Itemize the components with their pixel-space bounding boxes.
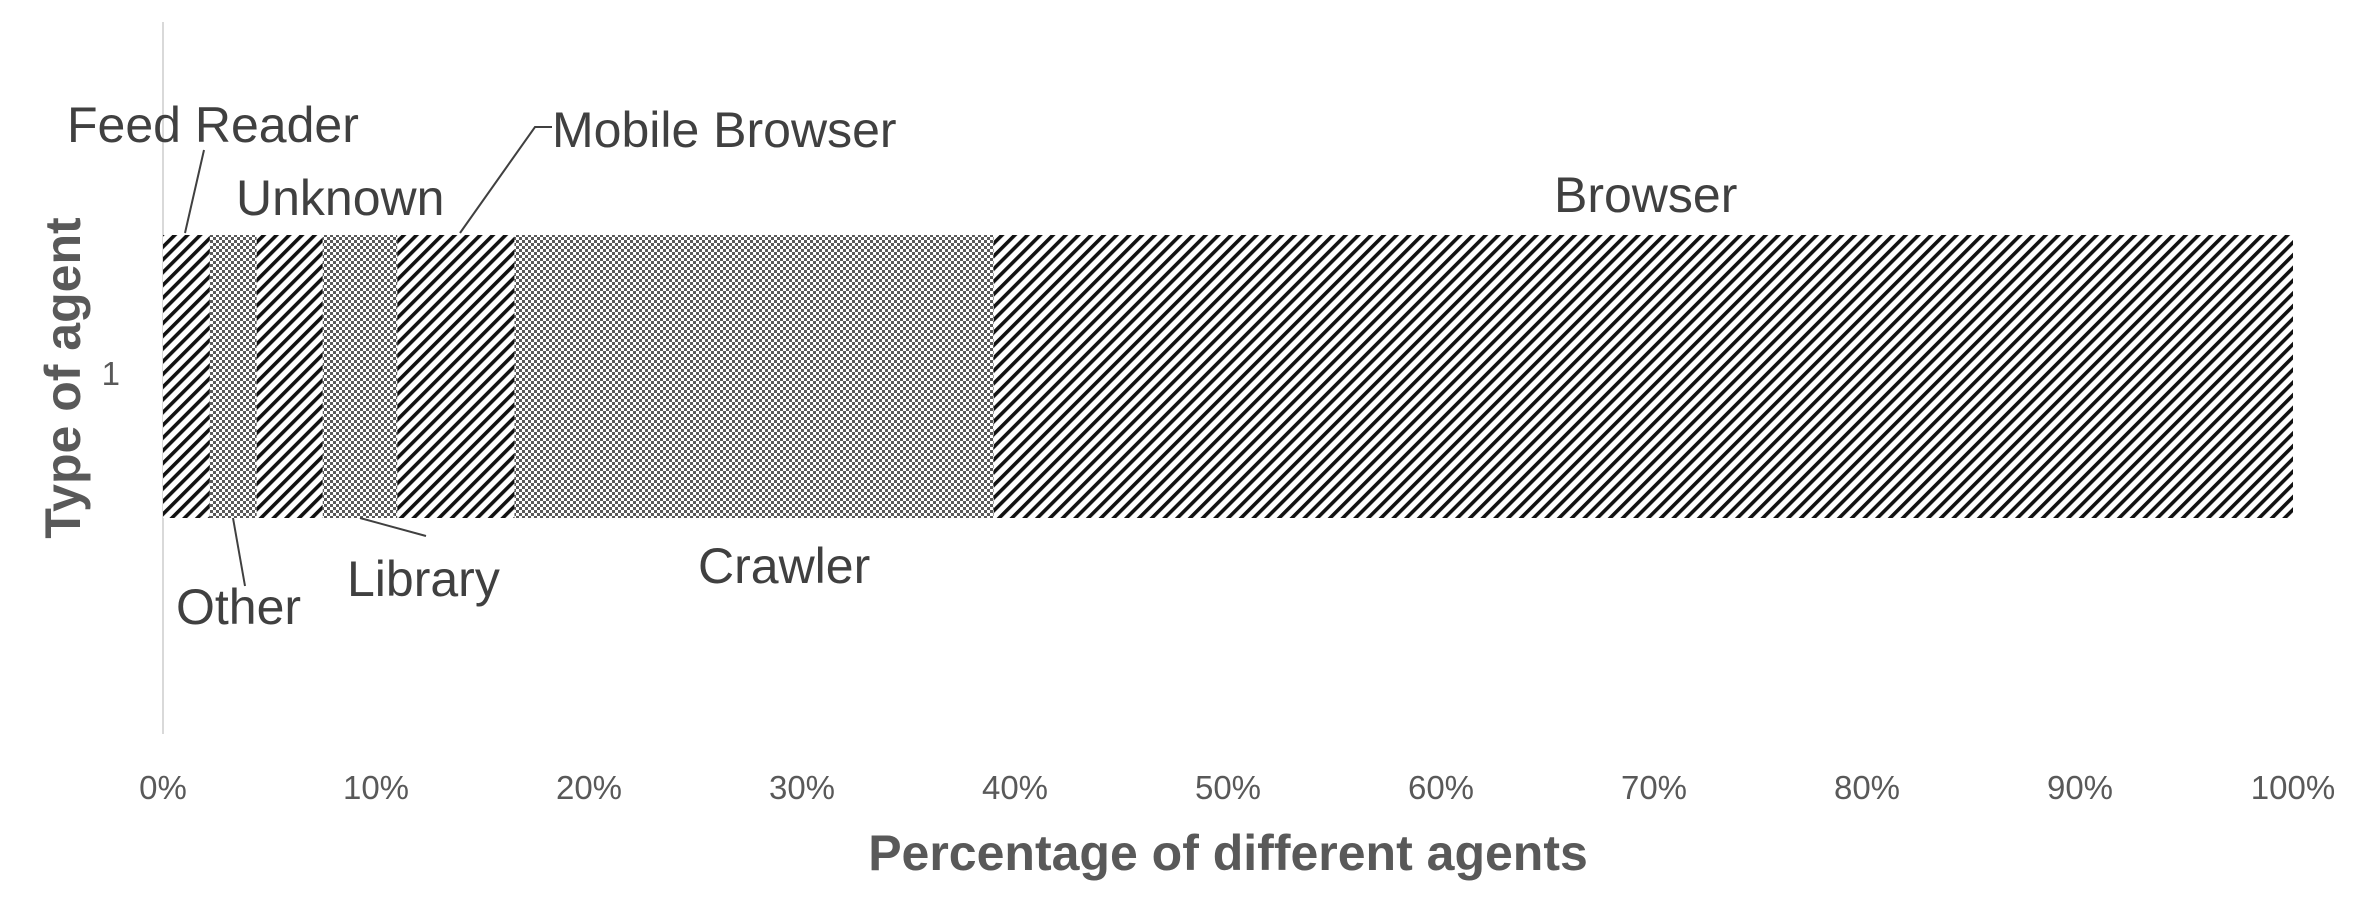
segment-label-library: Library: [347, 551, 500, 607]
x-tick-label: 10%: [343, 769, 409, 806]
leader-line-mobile-browser: [459, 126, 552, 234]
bar-segment-other: [209, 235, 257, 518]
leader-line-library: [359, 517, 427, 537]
segment-labels: Feed Reader Other Unknown Library Mobile Bro…: [67, 97, 1737, 635]
x-tick-labels: 0% 10% 20% 30% 40% 50% 60% 70% 80% 90% 100%: [139, 769, 2335, 806]
bar-segment-mobile-browser: [397, 235, 515, 518]
segment-label-mobile-browser: Mobile Browser: [552, 102, 897, 158]
x-tick-label: 80%: [1834, 769, 1900, 806]
x-tick-label: 20%: [556, 769, 622, 806]
leader-line-feed-reader: [184, 149, 205, 234]
bar-segment-crawler: [514, 235, 994, 518]
x-axis-title: Percentage of different agents: [868, 825, 1588, 881]
bar-segment-feed-reader: [163, 235, 210, 518]
segment-label-other: Other: [176, 579, 301, 635]
x-tick-label: 70%: [1621, 769, 1687, 806]
segment-label-browser: Browser: [1554, 167, 1737, 223]
y-axis-title: Type of agent: [35, 217, 91, 539]
bar-segments: [163, 235, 2294, 518]
x-tick-label: 50%: [1195, 769, 1261, 806]
bar-segment-browser: [993, 235, 2294, 518]
bar-segment-library: [322, 235, 398, 518]
segment-label-feed-reader: Feed Reader: [67, 97, 359, 153]
x-tick-label: 0%: [139, 769, 187, 806]
segment-label-unknown: Unknown: [236, 170, 444, 226]
x-tick-label: 40%: [982, 769, 1048, 806]
bar-segment-unknown: [256, 235, 323, 518]
x-tick-label: 30%: [769, 769, 835, 806]
x-tick-label: 100%: [2251, 769, 2335, 806]
x-tick-label: 90%: [2047, 769, 2113, 806]
x-tick-label: 60%: [1408, 769, 1474, 806]
segment-label-crawler: Crawler: [698, 538, 870, 594]
leader-lines: [184, 126, 552, 587]
leader-line-other: [232, 517, 246, 587]
category-label: 1: [102, 355, 120, 392]
